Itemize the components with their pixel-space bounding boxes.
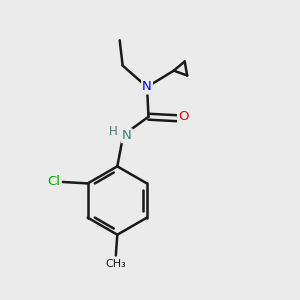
Text: N: N xyxy=(122,129,132,142)
Text: N: N xyxy=(142,80,152,94)
Text: CH₃: CH₃ xyxy=(105,259,126,269)
Text: Cl: Cl xyxy=(48,175,61,188)
Text: O: O xyxy=(178,110,188,123)
Text: H: H xyxy=(109,125,117,138)
